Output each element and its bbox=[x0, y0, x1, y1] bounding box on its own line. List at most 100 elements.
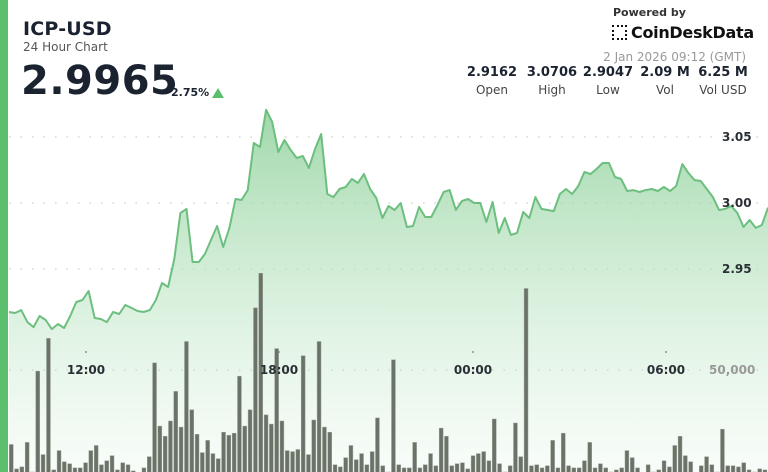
volume-bar bbox=[534, 464, 539, 472]
stat-label: Vol bbox=[656, 83, 674, 97]
volume-bar bbox=[369, 451, 375, 472]
volume-bar bbox=[598, 463, 603, 472]
volume-bar bbox=[322, 426, 327, 472]
volume-bar bbox=[661, 460, 667, 472]
volume-bar bbox=[285, 450, 290, 472]
volume-bar bbox=[109, 455, 115, 472]
x-tick-label: 06:00 bbox=[646, 363, 686, 377]
volume-bar bbox=[635, 467, 640, 472]
volume-bar bbox=[316, 341, 322, 472]
y-tick-label: 3.05 bbox=[722, 130, 752, 144]
stat-high: 3.0706 High bbox=[517, 65, 587, 97]
brand-name: CoinDeskData bbox=[631, 23, 754, 42]
stat-value: 6.25 M bbox=[698, 65, 748, 80]
price-area-fill bbox=[9, 109, 768, 472]
volume-bar bbox=[757, 468, 762, 472]
volume-bar bbox=[375, 417, 380, 472]
stat-value: 2.9047 bbox=[582, 65, 634, 80]
volume-bar bbox=[407, 467, 412, 472]
volume-bar bbox=[380, 465, 385, 472]
stat-label: Vol USD bbox=[699, 83, 747, 97]
volume-bar bbox=[205, 440, 210, 472]
volume-bar bbox=[566, 465, 571, 472]
stat-label: Open bbox=[475, 83, 509, 97]
volume-bar bbox=[507, 465, 513, 472]
volume-bar bbox=[454, 463, 460, 472]
volume-bar bbox=[210, 453, 216, 472]
y-tick-label: 2.95 bbox=[722, 262, 752, 276]
volume-bar bbox=[460, 462, 465, 472]
volume-bar bbox=[14, 468, 19, 472]
volume-bar bbox=[269, 423, 274, 472]
volume-bar bbox=[343, 457, 348, 472]
volume-bar bbox=[279, 420, 285, 472]
volume-bar bbox=[428, 453, 433, 472]
volume-bars bbox=[9, 272, 768, 472]
x-tick-label: 00:00 bbox=[453, 363, 493, 377]
coindesk-logo-icon bbox=[612, 25, 627, 40]
volume-bar bbox=[35, 370, 40, 472]
price-line bbox=[8, 108, 768, 331]
volume-bar bbox=[603, 467, 608, 472]
volume-bar bbox=[83, 462, 88, 472]
volume-bar bbox=[348, 445, 354, 472]
volume-bar bbox=[93, 445, 99, 472]
volume-bar bbox=[476, 453, 481, 472]
volume-bar bbox=[576, 467, 582, 472]
volume-bar bbox=[24, 442, 30, 472]
volume-bar bbox=[555, 467, 561, 472]
x-tick-label: 18:00 bbox=[259, 363, 299, 377]
stat-value: 3.0706 bbox=[526, 65, 578, 80]
chart-subtitle: 24 Hour Chart bbox=[23, 40, 108, 54]
volume-bar bbox=[332, 464, 338, 472]
volume-bar bbox=[492, 418, 497, 472]
volume-bar bbox=[311, 419, 316, 472]
volume-bar bbox=[162, 436, 168, 472]
volume-bar bbox=[396, 464, 401, 472]
volume-bar bbox=[481, 451, 486, 472]
volume-bar bbox=[189, 409, 194, 472]
volume-bar bbox=[624, 450, 630, 472]
volume-bar bbox=[725, 465, 730, 472]
x-tick-label: 12:00 bbox=[66, 363, 106, 377]
stat-low: 2.9047 Low bbox=[573, 65, 643, 97]
volume-bar bbox=[683, 455, 688, 472]
volume-bar bbox=[131, 470, 136, 472]
volume-bar bbox=[221, 431, 226, 472]
stat-vol: 2.09 M Vol bbox=[630, 65, 700, 97]
volume-bar bbox=[741, 462, 746, 472]
volume-bar bbox=[359, 453, 364, 472]
volume-bar bbox=[274, 348, 279, 472]
volume-bar bbox=[391, 359, 396, 472]
accent-bar bbox=[0, 0, 8, 472]
volume-bar bbox=[200, 452, 205, 472]
volume-bar bbox=[242, 425, 247, 472]
volume-bar bbox=[470, 455, 476, 472]
stat-label: High bbox=[538, 83, 566, 97]
volume-bar bbox=[465, 468, 470, 472]
volume-bar bbox=[290, 451, 295, 472]
volume-bar bbox=[518, 456, 523, 472]
volume-bar bbox=[178, 426, 184, 472]
volume-bar bbox=[433, 465, 439, 472]
volume-bar bbox=[194, 434, 200, 472]
volume-bar bbox=[120, 462, 125, 472]
volume-bar bbox=[704, 456, 709, 472]
volume-bar bbox=[486, 460, 492, 472]
volume-bar bbox=[88, 450, 94, 472]
y-tick-label: 3.00 bbox=[722, 196, 752, 210]
volume-bar bbox=[125, 464, 131, 472]
volume-bar bbox=[46, 338, 51, 472]
volume-bar bbox=[216, 458, 221, 472]
stat-value: 2.09 M bbox=[640, 65, 690, 80]
volume-bar bbox=[401, 467, 407, 472]
stat-value: 2.9162 bbox=[466, 65, 518, 80]
volume-bar bbox=[237, 375, 242, 472]
volume-bar bbox=[672, 445, 677, 472]
volume-bar bbox=[587, 442, 592, 472]
volume-bar bbox=[497, 463, 502, 472]
volume-bar bbox=[327, 431, 332, 472]
volume-tick-label: 50,000 bbox=[709, 363, 756, 377]
volume-bar bbox=[231, 432, 237, 472]
powered-by-label: Powered by bbox=[613, 6, 686, 19]
